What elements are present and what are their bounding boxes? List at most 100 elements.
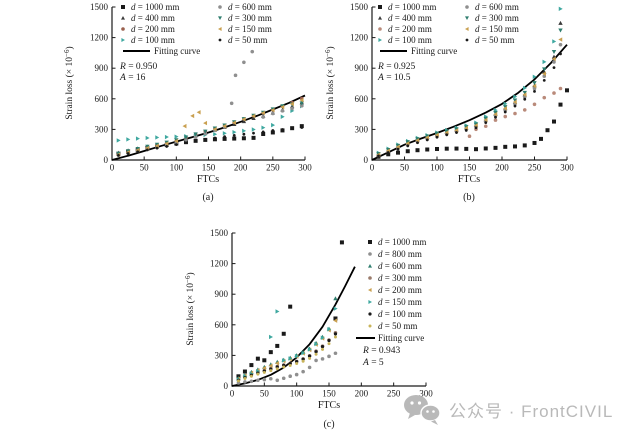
x-tick-label: 50: [400, 163, 410, 173]
x-tick-label: 250: [266, 163, 280, 173]
legend-label: d = 400 mm: [388, 13, 432, 23]
y-tick-label: 600: [355, 94, 369, 104]
series-50mm: [377, 52, 562, 158]
y-axis-label: Strain loss (× 10−6): [324, 46, 336, 119]
legend-label: d = 50 mm: [228, 35, 267, 45]
x-tick-label: 250: [387, 389, 401, 399]
legend-label: d = 100 mm: [131, 35, 175, 45]
series-1000mm: [376, 88, 569, 159]
axes: 0 50 100 150 200 250 300 0 300 600 900 1200 1500: [350, 2, 574, 173]
legend: d = 1000 mm d = 800 mm d = 600 mm d = 300 m…: [356, 237, 426, 368]
x-tick-label: 0: [110, 163, 115, 173]
x-tick-label: 300: [560, 163, 574, 173]
x-tick-label: 200: [495, 163, 509, 173]
y-tick-label: 1200: [210, 259, 229, 269]
series-50mm: [236, 335, 337, 383]
legend-label: d = 1000 mm: [378, 237, 426, 247]
legend-label: d = 600 mm: [378, 261, 422, 271]
y-tick-label: 1500: [90, 2, 109, 12]
legend-label: d = 400 mm: [131, 13, 175, 23]
x-tick-label: 250: [528, 163, 542, 173]
legend-label: d = 50 mm: [378, 321, 417, 331]
chart-panel-b: 0 50 100 150 200 250 300 0 300 600 900 1200 1500 Stra…: [324, 2, 574, 203]
y-tick-label: 0: [224, 381, 229, 391]
y-tick-label: 1200: [350, 33, 369, 43]
x-tick-label: 50: [140, 163, 150, 173]
stat-label: A = 10.5: [377, 73, 411, 83]
legend-label: d = 300 mm: [475, 13, 519, 23]
x-tick-label: 150: [463, 163, 477, 173]
stat-label: R = 0.925: [377, 62, 416, 72]
legend-fit-label: Fitting curve: [378, 333, 424, 343]
legend-label: d = 150 mm: [475, 24, 519, 34]
y-tick-label: 900: [355, 63, 369, 73]
panel-caption: (a): [202, 192, 213, 203]
fitting-curve: [111, 94, 306, 161]
y-tick-label: 300: [95, 124, 109, 134]
x-tick-label: 200: [234, 163, 248, 173]
series-300mm: [116, 101, 304, 156]
legend-label: d = 600 mm: [228, 2, 272, 12]
series-100mm: [236, 332, 338, 382]
legend-label: d = 150 mm: [378, 297, 422, 307]
legend-label: d = 200 mm: [131, 24, 175, 34]
series-800mm: [236, 351, 338, 385]
legend-fit-label: Fitting curve: [154, 46, 200, 56]
series-150mm: [236, 306, 338, 382]
x-tick-label: 200: [355, 389, 369, 399]
x-tick-label: 0: [230, 389, 235, 399]
x-tick-label: 100: [170, 163, 184, 173]
x-tick-label: 150: [202, 163, 216, 173]
series-150mm: [376, 37, 563, 157]
legend: d = 1000 mmd = 400 mmd = 200 mmd = 100 m…: [377, 2, 519, 83]
legend-fit-label: Fitting curve: [411, 46, 457, 56]
y-tick-label: 900: [215, 289, 229, 299]
legend-label: d = 600 mm: [475, 2, 519, 12]
chart-panel-a: 0 50 100 150 200 250 300 0 300 600 900 1200 1500 Stra…: [63, 2, 312, 203]
watermark: 公众号 · FrontCIVIL: [402, 392, 613, 426]
legend: d = 1000 mmd = 400 mmd = 200 mmd = 100 m…: [119, 2, 272, 83]
legend-label: d = 100 mm: [378, 309, 422, 319]
x-axis-label: FTCs: [458, 174, 480, 185]
y-tick-label: 0: [104, 155, 109, 165]
legend-label: d = 50 mm: [475, 35, 514, 45]
y-tick-label: 1500: [350, 2, 369, 12]
x-tick-label: 100: [290, 389, 304, 399]
y-tick-label: 1200: [90, 33, 109, 43]
y-tick-label: 900: [95, 63, 109, 73]
panel-caption: (c): [323, 419, 334, 430]
y-tick-label: 600: [215, 320, 229, 330]
chart-panel-c: 0 50 100 150 200 250 300 0 300 600 900 1200 1500 Stra…: [184, 228, 433, 430]
fitting-curve: [371, 44, 568, 161]
series-50mm: [117, 126, 304, 157]
x-tick-label: 0: [370, 163, 375, 173]
legend-label: d = 200 mm: [388, 24, 432, 34]
legend-label: d = 300 mm: [378, 273, 422, 283]
x-tick-label: 150: [322, 389, 336, 399]
x-tick-label: 300: [419, 389, 433, 399]
watermark-text: 公众号 · FrontCIVIL: [449, 401, 614, 421]
x-tick-label: 300: [298, 163, 312, 173]
y-tick-label: 300: [355, 124, 369, 134]
x-tick-label: 50: [260, 389, 270, 399]
legend-label: d = 1000 mm: [131, 2, 179, 12]
x-axis-label: FTCs: [197, 174, 219, 185]
y-axis-label: Strain loss (× 10−6): [63, 46, 75, 119]
y-tick-label: 0: [364, 155, 369, 165]
series-200mm: [116, 96, 304, 157]
x-tick-label: 100: [430, 163, 444, 173]
panel-caption: (b): [463, 192, 475, 203]
wechat-icon: [404, 395, 441, 425]
legend-label: d = 200 mm: [378, 285, 422, 295]
axes: 0 50 100 150 200 250 300 0 300 600 900 1200 1500: [90, 2, 312, 173]
stat-label: A = 16: [119, 73, 146, 83]
stat-label: R = 0.950: [119, 62, 158, 72]
y-tick-label: 300: [215, 350, 229, 360]
legend-label: d = 1000 mm: [388, 2, 436, 12]
x-axis-label: FTCs: [318, 400, 340, 411]
fitting-curve: [231, 266, 356, 387]
y-tick-label: 600: [95, 94, 109, 104]
series-100mm: [116, 103, 304, 143]
legend-label: d = 100 mm: [388, 35, 432, 45]
